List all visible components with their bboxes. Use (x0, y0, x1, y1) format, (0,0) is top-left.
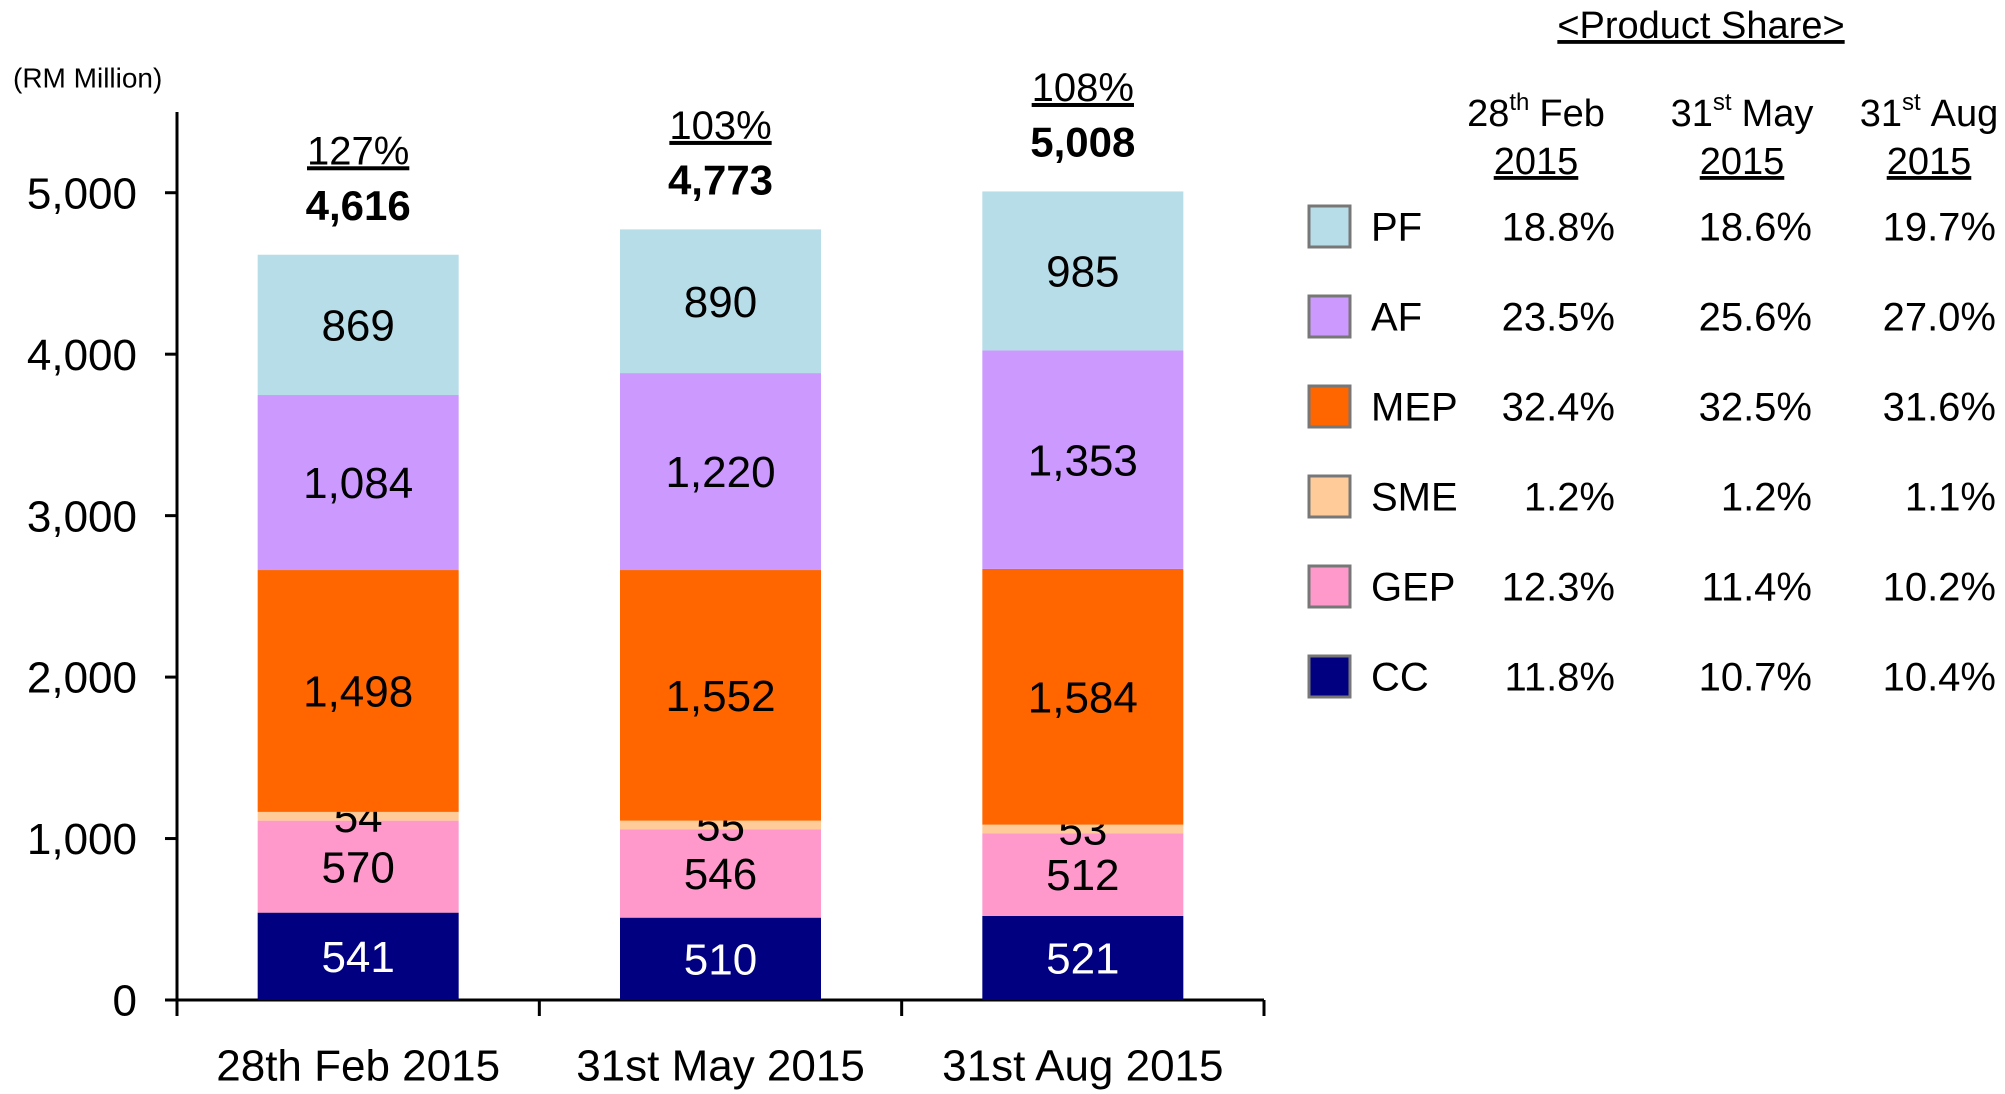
share-value: 1.2% (1721, 476, 1812, 520)
header-day: 31 (1860, 93, 1902, 135)
bar-segment (620, 820, 821, 830)
header-day: 31 (1671, 93, 1713, 135)
bar-segment (982, 350, 1184, 569)
share-value: 11.8% (1505, 656, 1615, 700)
y-tick-label: 4,000 (27, 331, 137, 380)
share-value: 1.1% (1905, 476, 1996, 520)
bar-segment (257, 820, 459, 913)
legend-swatch (1307, 654, 1352, 699)
header-suffix: st (1713, 89, 1732, 116)
share-value: 23.5% (1502, 296, 1615, 340)
data-label: 1,353 (1028, 436, 1138, 485)
header-month: May (1742, 93, 1814, 135)
bar-segment (982, 915, 1184, 1000)
x-tick-label: 31st Aug 2015 (942, 1042, 1223, 1091)
bar-segment (620, 229, 821, 374)
bar-segment (620, 373, 821, 571)
header-day: 28 (1467, 93, 1509, 135)
total-label: 4,616 (306, 182, 411, 229)
data-label: 1,584 (1028, 673, 1138, 722)
growth-label: 108% (1032, 66, 1134, 110)
bar-segment (982, 191, 1184, 351)
data-label: 570 (321, 843, 394, 892)
data-label: 512 (1046, 851, 1119, 900)
bar-segment (620, 570, 821, 821)
total-label: 5,008 (1030, 119, 1135, 166)
total-label: 4,773 (668, 156, 773, 203)
data-label: 1,084 (303, 459, 413, 508)
data-label: 985 (1046, 248, 1119, 297)
share-value: 27.0% (1883, 296, 1996, 340)
data-label: 541 (321, 933, 394, 982)
share-value: 31.6% (1883, 386, 1996, 430)
bar-segment (257, 254, 459, 396)
share-value: 11.4% (1702, 566, 1812, 610)
legend-label: GEP (1371, 566, 1455, 610)
share-title: <Product Share> (1557, 5, 1844, 47)
legend-swatch (1307, 294, 1352, 339)
share-value: 32.4% (1502, 386, 1615, 430)
bar-segment (620, 829, 821, 918)
share-value: 10.4% (1883, 656, 1996, 700)
data-label: 1,552 (665, 672, 775, 721)
y-tick-label: 3,000 (27, 492, 137, 541)
bar-segment (982, 833, 1184, 916)
legend-label: CC (1371, 656, 1429, 700)
share-value: 25.6% (1699, 296, 1812, 340)
x-tick-label: 31st May 2015 (576, 1042, 865, 1091)
growth-label: 103% (669, 104, 771, 148)
share-value: 12.3% (1502, 566, 1615, 610)
legend-label: PF (1371, 206, 1422, 250)
data-label: 869 (321, 302, 394, 351)
data-label: 890 (684, 278, 757, 327)
data-label: 1,220 (665, 448, 775, 497)
growth-label: 127% (307, 129, 409, 173)
share-value: 18.8% (1502, 206, 1615, 250)
unit-label: (RM Million) (13, 62, 162, 93)
column-header-year: 2015 (1887, 141, 1972, 183)
bar-segment (257, 395, 459, 571)
header-month: Aug (1931, 93, 1999, 135)
legend-label: AF (1371, 296, 1422, 340)
header-suffix: th (1509, 89, 1529, 116)
share-value: 1.2% (1524, 476, 1615, 520)
header-suffix: st (1902, 89, 1921, 116)
column-header: 31st Aug (1860, 89, 1999, 135)
legend-swatch (1307, 204, 1352, 249)
share-value: 32.5% (1699, 386, 1812, 430)
share-value: 19.7% (1883, 206, 1996, 250)
bar-segment (257, 912, 459, 1000)
bar-segment (982, 824, 1184, 834)
legend-label: MEP (1371, 386, 1458, 430)
share-value: 10.7% (1699, 656, 1812, 700)
y-tick-label: 2,000 (27, 654, 137, 703)
legend-swatch (1307, 564, 1352, 609)
bar-segment (257, 570, 459, 812)
share-value: 18.6% (1699, 206, 1812, 250)
legend-swatch (1307, 474, 1352, 519)
legend-swatch (1307, 384, 1352, 429)
header-month: Feb (1539, 93, 1604, 135)
x-tick-label: 28th Feb 2015 (216, 1042, 500, 1091)
column-header-year: 2015 (1700, 141, 1785, 183)
y-tick-label: 1,000 (27, 815, 137, 864)
data-label: 546 (684, 850, 757, 899)
column-header-year: 2015 (1494, 141, 1579, 183)
y-tick-label: 5,000 (27, 169, 137, 218)
data-label: 521 (1046, 935, 1119, 984)
bar-segment (620, 917, 821, 1000)
column-header: 31st May (1671, 89, 1814, 135)
data-label: 510 (684, 935, 757, 984)
bar-segment (982, 568, 1184, 825)
legend-label: SME (1371, 476, 1458, 520)
share-value: 10.2% (1883, 566, 1996, 610)
y-tick-label: 0 (113, 977, 137, 1026)
column-header: 28th Feb (1467, 89, 1605, 135)
bar-segment (257, 811, 459, 821)
data-label: 1,498 (303, 668, 413, 717)
